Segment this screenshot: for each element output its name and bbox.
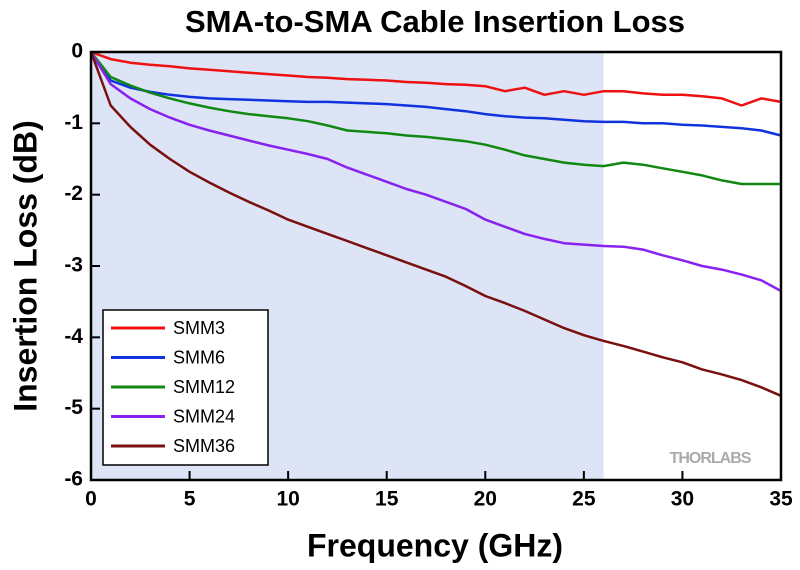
watermark: THORLABS	[670, 450, 752, 467]
legend-label: SMM3	[173, 318, 225, 338]
x-tick-label: 35	[769, 488, 793, 511]
y-tick-label: -1	[64, 111, 83, 134]
x-tick-label: 5	[184, 488, 196, 511]
chart-title: SMA-to-SMA Cable Insertion Loss	[185, 4, 685, 39]
series-line	[90, 50, 782, 107]
x-axis-label: Frequency (GHz)	[307, 527, 563, 563]
legend-label: SMM12	[173, 377, 235, 397]
series-line	[89, 51, 782, 397]
series-line	[89, 51, 782, 137]
x-tick-label: 30	[671, 488, 694, 511]
y-axis-label: Insertion Loss (dB)	[7, 120, 43, 412]
series-line	[90, 51, 781, 186]
y-tick-label: -5	[64, 396, 83, 419]
x-tick-label: 15	[375, 488, 399, 511]
legend-label: SMM36	[173, 436, 235, 456]
x-tick-label: 25	[572, 488, 596, 511]
y-tick-label: -4	[64, 325, 83, 348]
y-tick-label: 0	[71, 40, 83, 63]
y-tick-label: -2	[64, 182, 83, 205]
x-tick-label: 10	[276, 488, 299, 511]
plot-frame	[89, 50, 783, 482]
legend-label: SMM24	[173, 406, 235, 426]
legend-label: SMM6	[173, 347, 225, 367]
y-tick-label: -6	[64, 468, 83, 491]
x-tick-label: 0	[85, 488, 97, 511]
series-line	[89, 51, 782, 293]
y-tick-label: -3	[64, 254, 83, 277]
x-tick-label: 20	[474, 488, 497, 511]
